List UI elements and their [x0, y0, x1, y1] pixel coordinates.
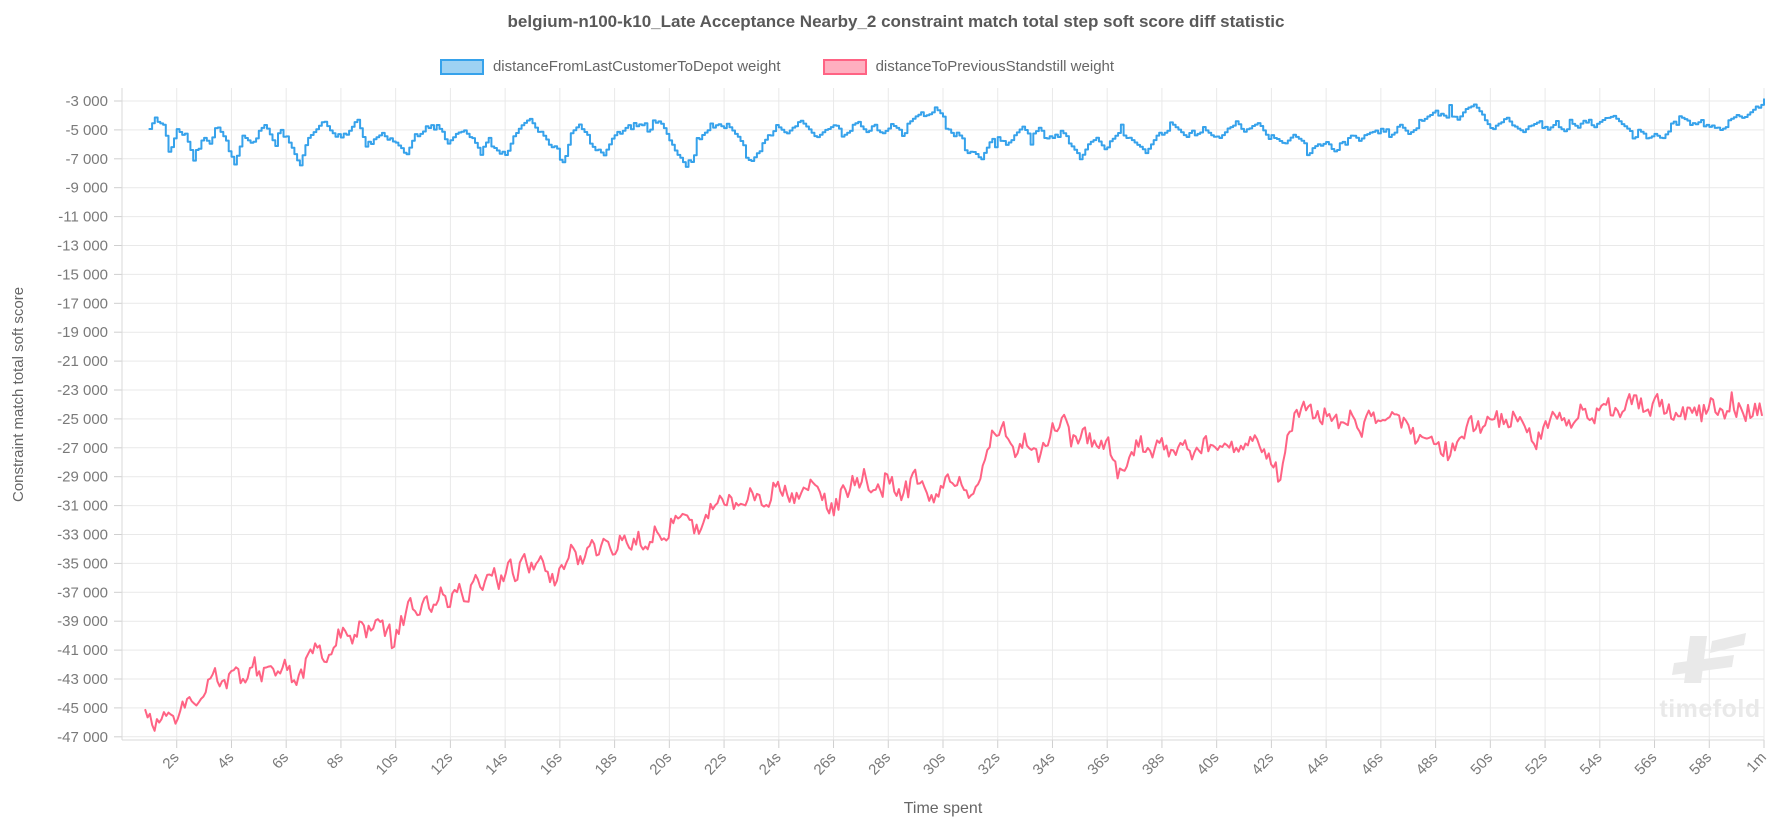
y-tick-label: -7 000: [65, 151, 108, 168]
x-tick-label: 2s: [159, 749, 182, 772]
legend-item-distance-from-last-customer-to-depot[interactable]: distanceFromLastCustomerToDepot weight: [439, 58, 781, 75]
x-tick-label: 54s: [1577, 749, 1606, 778]
y-tick-label: -9 000: [65, 180, 108, 197]
legend-label: distanceToPreviousStandstill weight: [875, 58, 1115, 75]
y-tick-label: -25 000: [57, 411, 108, 428]
x-tick-label: 30s: [920, 749, 949, 778]
x-tick-label: 34s: [1029, 749, 1058, 778]
legend: distanceFromLastCustomerToDepot weight d…: [0, 58, 1554, 75]
x-tick-label: 28s: [865, 749, 894, 778]
x-tick-label: 40s: [1194, 749, 1223, 778]
y-tick-label: -11 000: [58, 209, 108, 226]
x-tick-label: 8s: [324, 749, 347, 772]
x-tick-label: 14s: [482, 749, 511, 778]
series-line-1[interactable]: [144, 391, 1763, 732]
x-tick-label: 44s: [1303, 749, 1332, 778]
y-tick-label: -41 000: [57, 642, 108, 659]
x-tick-label: 6s: [269, 749, 292, 772]
y-tick-label: -23 000: [57, 382, 108, 399]
y-tick-label: -27 000: [57, 440, 108, 457]
y-tick-label: -19 000: [57, 324, 108, 341]
x-tick-label: 42s: [1248, 749, 1277, 778]
y-tick-label: -35 000: [57, 555, 108, 572]
y-tick-label: -13 000: [57, 238, 108, 255]
series-line-0[interactable]: [148, 98, 1765, 168]
y-tick-label: -37 000: [57, 584, 108, 601]
x-tick-label: 10s: [373, 749, 402, 778]
legend-swatch-pink: [822, 58, 867, 75]
x-tick-label: 18s: [592, 749, 621, 778]
y-tick-label: -45 000: [57, 700, 108, 717]
y-tick-label: -3 000: [65, 93, 108, 110]
y-tick-label: -39 000: [57, 613, 108, 630]
x-tick-label: 24s: [756, 749, 785, 778]
x-tick-label: 36s: [1084, 749, 1113, 778]
x-tick-label: 58s: [1686, 749, 1715, 778]
x-tick-label: 16s: [537, 749, 566, 778]
x-tick-label: 4s: [214, 749, 237, 772]
y-tick-label: -5 000: [65, 122, 108, 139]
x-tick-label: 32s: [975, 749, 1004, 778]
x-tick-label: 1m: [1743, 749, 1770, 776]
legend-label: distanceFromLastCustomerToDepot weight: [492, 58, 781, 75]
legend-item-distance-to-previous-standstill[interactable]: distanceToPreviousStandstill weight: [822, 58, 1115, 75]
legend-swatch-blue: [439, 58, 484, 75]
x-tick-label: 26s: [811, 749, 840, 778]
y-tick-label: -33 000: [57, 527, 108, 544]
x-tick-label: 46s: [1358, 749, 1387, 778]
chart-title: belgium-n100-k10_Late Acceptance Nearby_…: [507, 12, 1285, 31]
y-tick-label: -29 000: [57, 469, 108, 486]
y-tick-label: -15 000: [57, 266, 108, 283]
x-tick-label: 20s: [646, 749, 675, 778]
y-tick-label: -17 000: [57, 295, 108, 312]
y-tick-label: -47 000: [57, 729, 108, 746]
y-tick-label: -43 000: [57, 671, 108, 688]
y-tick-label: -21 000: [57, 353, 108, 370]
x-tick-label: 56s: [1632, 749, 1661, 778]
x-tick-label: 52s: [1522, 749, 1551, 778]
x-tick-label: 38s: [1139, 749, 1168, 778]
x-tick-label: 22s: [701, 749, 730, 778]
x-axis-title: Time spent: [903, 800, 983, 817]
y-tick-label: -31 000: [57, 498, 108, 515]
x-tick-label: 12s: [427, 749, 456, 778]
x-tick-label: 50s: [1467, 749, 1496, 778]
x-tick-label: 48s: [1413, 749, 1442, 778]
